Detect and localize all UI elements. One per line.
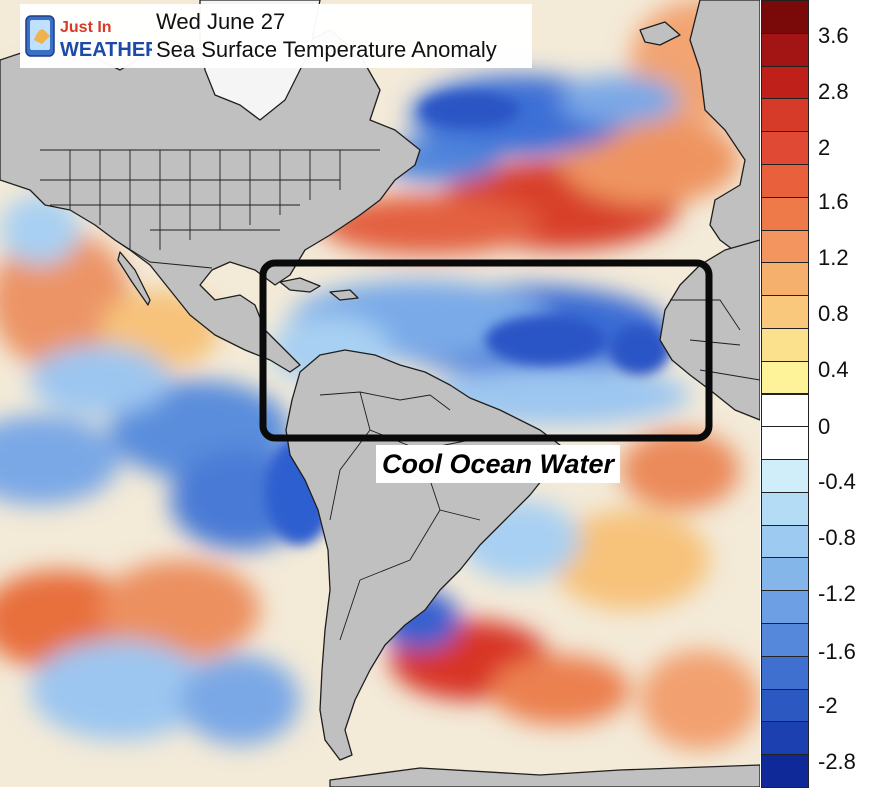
header-title: Sea Surface Temperature Anomaly	[156, 37, 497, 62]
legend-swatch	[761, 688, 809, 723]
sst-anomaly-map[interactable]	[0, 0, 760, 787]
legend-tick-label: -2	[818, 693, 838, 718]
legend-swatch	[761, 721, 809, 756]
legend-swatch	[761, 491, 809, 526]
legend-swatch	[761, 393, 809, 428]
legend-swatch	[761, 262, 809, 297]
baja-california	[117, 251, 151, 306]
legend-tick-label: -0.4	[818, 469, 856, 494]
legend-tick-label: 3.6	[818, 23, 849, 48]
legend-swatch	[761, 426, 809, 461]
legend-swatch	[761, 327, 809, 362]
legend-swatch	[761, 65, 809, 100]
legend-swatch	[761, 623, 809, 657]
legend-swatch	[761, 557, 809, 592]
legend-tick-label: 1.6	[818, 189, 849, 214]
logo-line2: WEATHER	[60, 39, 152, 61]
legend-swatch	[761, 754, 809, 788]
header-date: Wed June 27	[156, 9, 286, 34]
legend-tick-label: 0	[818, 414, 831, 439]
legend-swatch	[761, 590, 809, 625]
legend-swatch	[761, 524, 809, 559]
legend-tick-label: 2.8	[818, 79, 849, 104]
legend-tick-label: -2.8	[818, 749, 856, 774]
logo-line1: Just In	[60, 19, 112, 36]
political-borders	[40, 149, 760, 641]
legend-swatch	[761, 0, 809, 34]
legend-tick-label: 2	[818, 135, 831, 160]
header-panel: Just In WEATHER Wed June 27 Sea Surface …	[20, 4, 532, 68]
legend-tick-label: 0.8	[818, 301, 849, 326]
iceland	[639, 21, 681, 46]
legend-swatch	[761, 32, 809, 67]
highlight-box	[259, 259, 713, 442]
logo: Just In WEATHER	[24, 10, 160, 62]
legend-tick-label: 0.4	[818, 357, 849, 382]
antarctic-peninsula	[329, 764, 760, 787]
legend-tick-label: -1.2	[818, 581, 856, 606]
map-canvas	[0, 0, 760, 787]
legend-swatch	[761, 459, 809, 493]
cuba	[279, 277, 321, 293]
color-legend: 3.6 2.8 2 1.6 1.2 0.8 0.4 0 -0.4 -0.8 -1.2 -1.6 -2 -2…	[760, 0, 879, 788]
hispaniola	[329, 289, 359, 301]
legend-swatch	[761, 360, 809, 395]
legend-swatch	[761, 131, 809, 165]
legend-swatch	[761, 98, 809, 133]
legend-swatch	[761, 295, 809, 329]
legend-colorbar	[761, 0, 811, 788]
legend-tick-label: 1.2	[818, 245, 849, 270]
legend-tick-label: -0.8	[818, 525, 856, 550]
legend-tick-label: -1.6	[818, 639, 856, 664]
callout-label: Cool Ocean Water	[376, 445, 621, 483]
legend-swatch	[761, 229, 809, 264]
legend-swatch	[761, 196, 809, 231]
legend-swatch	[761, 655, 809, 690]
phone-icon: Just In WEATHER	[25, 15, 160, 61]
legend-swatch	[761, 163, 809, 198]
